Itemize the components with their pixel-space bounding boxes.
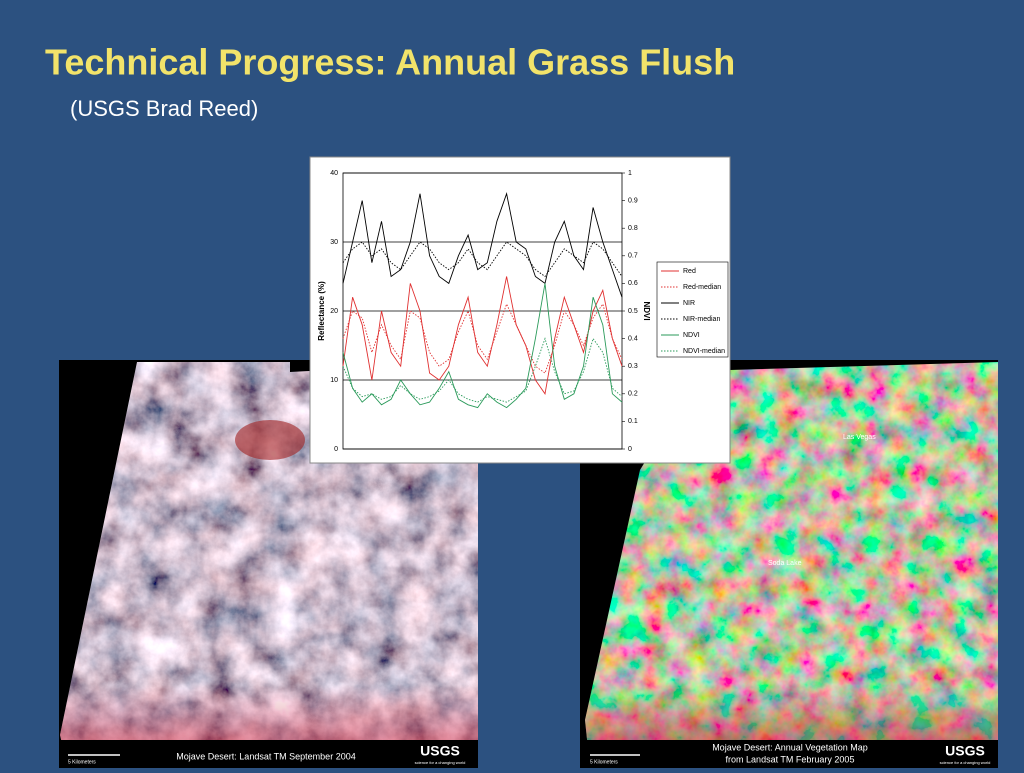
- y2-tick-label: 0.7: [628, 253, 638, 260]
- image-caption: Mojave Desert: Annual Vegetation Map: [712, 742, 868, 752]
- series-line: [342, 337, 623, 403]
- series-line: [342, 302, 623, 374]
- usgs-tagline: science for a changing world: [415, 760, 466, 765]
- legend-label: Red: [683, 268, 696, 275]
- slide-subtitle: (USGS Brad Reed): [70, 96, 258, 121]
- series-line: [342, 276, 623, 395]
- y-axis-label: Reflectance (%): [317, 281, 326, 341]
- scale-label: 5 Kilometers: [68, 759, 96, 765]
- place-label: Las Vegas: [843, 434, 876, 441]
- y2-tick-label: 0.4: [628, 335, 638, 342]
- usgs-logo: USGS: [420, 743, 460, 759]
- legend-label: NDVI-median: [683, 348, 725, 355]
- image-caption: from Landsat TM February 2005: [726, 754, 855, 764]
- scale-label: 5 Kilometers: [590, 759, 618, 765]
- y-tick-label: 10: [330, 377, 338, 384]
- series-line: [342, 283, 623, 409]
- y2-tick-label: 0.8: [628, 225, 638, 232]
- y2-tick-label: 0.9: [628, 197, 638, 204]
- chart: Reflectance (%) NDVI 0 10 20 30 40 0 0.1 0.2 0.3…: [309, 156, 731, 464]
- usgs-logo: USGS: [945, 743, 985, 759]
- usgs-tagline: science for a changing world: [940, 760, 991, 765]
- y-tick-label: 30: [330, 239, 338, 246]
- y2-tick-label: 0.3: [628, 363, 638, 370]
- y2-tick-label: 1: [628, 170, 632, 177]
- y2-axis-label: NDVI: [642, 301, 651, 320]
- slide-title: Technical Progress: Annual Grass Flush: [45, 42, 735, 83]
- legend-label: NIR-median: [683, 316, 720, 323]
- y2-tick-label: 0.2: [628, 391, 638, 398]
- legend-label: NIR: [683, 300, 695, 307]
- y-tick-label: 20: [330, 308, 338, 315]
- legend-label: Red-median: [683, 284, 721, 291]
- place-label: Soda Lake: [768, 560, 802, 567]
- legend-box: [656, 261, 729, 358]
- y2-tick-label: 0: [628, 446, 632, 453]
- y2-tick-label: 0.1: [628, 418, 638, 425]
- y-tick-label: 40: [330, 170, 338, 177]
- y-tick-label: 0: [334, 446, 338, 453]
- y2-tick-label: 0.6: [628, 280, 638, 287]
- series-line: [342, 191, 623, 298]
- y2-tick-label: 0.5: [628, 308, 638, 315]
- image-caption: Mojave Desert: Landsat TM September 2004: [176, 751, 355, 761]
- legend-label: NDVI: [683, 332, 700, 339]
